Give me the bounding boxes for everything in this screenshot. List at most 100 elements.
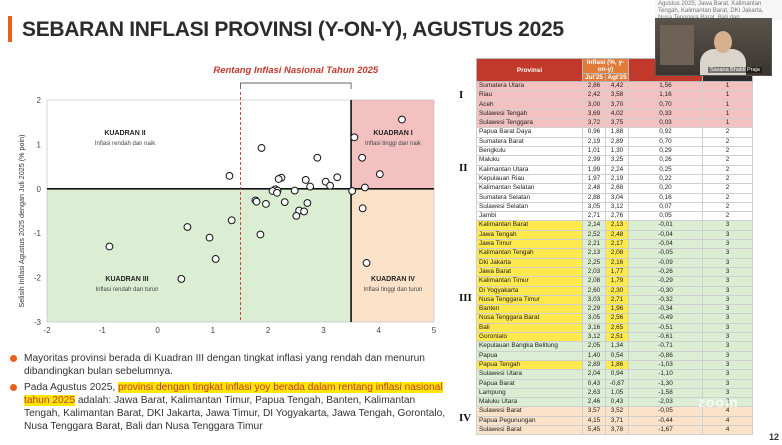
- jul-cell: 0,96: [582, 127, 606, 138]
- x-tick-label: 1: [211, 326, 216, 335]
- jul-cell: 3,12: [582, 331, 606, 343]
- table-row: Riau 2,42 3,58 1,16 1: [476, 90, 753, 101]
- kuadran-cell: 3: [702, 341, 753, 352]
- roman-numeral-iv: IV: [459, 412, 472, 424]
- kuadran-cell: 3: [702, 276, 753, 287]
- table-row: Papua Barat Daya 0,96 1,88 0,92 2: [476, 127, 753, 138]
- quadrant-desc: Inflasi tinggi dan turun: [364, 287, 423, 293]
- data-point: [280, 198, 289, 207]
- x-tick-label: 4: [376, 326, 381, 335]
- agt-cell: 3,70: [605, 99, 629, 110]
- province-cell: Sulawesi Barat: [476, 424, 583, 436]
- agt-cell: 1,79: [605, 276, 629, 287]
- data-point: [225, 172, 234, 180]
- bullet-item: Pada Agustus 2025, provinsi dengan tingk…: [8, 381, 448, 433]
- province-cell: Bali: [476, 322, 583, 334]
- jul-cell: 2,05: [582, 341, 606, 352]
- table-row: Jawa Timur 2,21 2,17 -0,04 3: [476, 239, 753, 250]
- data-point: [398, 115, 406, 124]
- agt-cell: 1,34: [605, 341, 629, 352]
- province-cell: Maluku Utara: [476, 397, 583, 408]
- agt-cell: 3,75: [605, 118, 629, 129]
- y-tick-label: 0: [37, 185, 42, 194]
- jul-cell: 1,97: [582, 173, 606, 185]
- province-cell: Jawa Tengah: [476, 229, 583, 241]
- province-cell: Jawa Barat: [476, 266, 583, 278]
- inflation-table-wrap: Provinsi Inflasi (%, y-on-y) Selisih Kua…: [476, 58, 782, 436]
- data-point: [256, 230, 265, 239]
- selisih-cell: -0,32: [628, 294, 703, 306]
- province-cell: Papua Pegunungan: [476, 415, 583, 427]
- selisih-cell: -0,34: [628, 304, 703, 315]
- jul-cell: 1,01: [582, 146, 606, 157]
- data-point: [252, 197, 261, 206]
- slide-title: SEBARAN INFLASI PROVINSI (Y-ON-Y), AGUST…: [22, 18, 564, 41]
- jul-cell: 1,99: [582, 164, 606, 175]
- kuadran-cell: 2: [702, 173, 753, 185]
- table-row: Jambi 2,71 2,76 0,05 2: [476, 211, 753, 222]
- agt-cell: 1,86: [605, 359, 629, 371]
- selisih-cell: -0,30: [628, 285, 703, 296]
- agt-cell: 2,17: [605, 239, 629, 250]
- table-row: Dki Jakarta 2,25 2,16 -0,09 3: [476, 257, 753, 268]
- jul-cell: 2,89: [582, 359, 606, 371]
- kuadran-cell: 2: [702, 127, 753, 138]
- data-point: [358, 153, 367, 162]
- jul-cell: 3,00: [582, 99, 606, 110]
- agt-cell: 2,48: [605, 229, 629, 241]
- quadrant-desc: Inflasi rendah dan turun: [95, 287, 158, 293]
- range-label: Rentang Inflasi Nasional Tahun 2025: [213, 65, 379, 76]
- header-jul: Jul'25: [582, 73, 606, 82]
- video-thumbnail[interactable]: Sasana Bhakti Praja: [655, 18, 772, 76]
- data-point: [313, 153, 322, 162]
- selisih-cell: -1,30: [628, 378, 703, 389]
- agt-cell: 2,24: [605, 164, 629, 175]
- bullet-prefix: Pada Agustus 2025,: [24, 382, 119, 393]
- selisih-cell: -0,01: [628, 220, 703, 231]
- selisih-cell: 0,20: [628, 183, 703, 194]
- bullet-suffix: adalah: Jawa Barat, Kalimantan Timur, Pa…: [24, 395, 446, 432]
- selisih-cell: 0,22: [628, 173, 703, 185]
- kuadran-cell: 3: [702, 322, 753, 334]
- data-point: [262, 199, 270, 208]
- kuadran-cell: 3: [702, 350, 753, 361]
- jul-cell: 2,99: [582, 155, 606, 166]
- video-top-strip: Agustus 2025, Jawa Barat, Kalimantan Ten…: [655, 0, 782, 20]
- agt-cell: 3,71: [605, 415, 629, 427]
- agt-cell: 2,19: [605, 173, 629, 185]
- speaker-avatar: [714, 31, 732, 53]
- table-row: Sulawesi Selatan 3,05 3,12 0,07 2: [476, 201, 753, 213]
- jul-cell: 2,60: [582, 285, 606, 296]
- selisih-cell: -0,05: [628, 248, 703, 259]
- data-point: [326, 181, 334, 190]
- jul-cell: 3,72: [582, 118, 606, 129]
- table-row: Kalimantan Tengah 2,13 2,08 -0,05 3: [476, 248, 753, 259]
- province-cell: Kalimantan Barat: [476, 220, 583, 231]
- province-cell: Sulawesi Tengah: [476, 108, 583, 120]
- kuadran-cell: 3: [702, 294, 753, 306]
- table-row: Nusa Tenggara Barat 3,05 2,56 -0,49 3: [476, 313, 753, 324]
- header-inflasi: Inflasi (%, y-on-y): [582, 58, 629, 74]
- agt-cell: 2,51: [605, 331, 629, 343]
- table-row: Kepulauan Riau 1,97 2,19 0,22 2: [476, 173, 753, 185]
- data-point: [375, 170, 384, 179]
- header-agt: Agt'25: [605, 73, 629, 82]
- kuadran-cell: 3: [702, 229, 753, 241]
- data-point: [358, 204, 367, 213]
- kuadran-cell: 1: [702, 108, 753, 120]
- agt-cell: 2,89: [605, 136, 629, 148]
- jul-cell: 2,71: [582, 211, 606, 222]
- inflation-table: Provinsi Inflasi (%, y-on-y) Selisih Kua…: [476, 58, 753, 436]
- agt-cell: -0,87: [605, 378, 629, 389]
- table-row: Nusa Tenggara Timur 3,03 2,71 -0,32 3: [476, 294, 753, 306]
- selisih-cell: -1,67: [628, 424, 703, 436]
- kuadran-cell: 3: [702, 220, 753, 231]
- data-point: [350, 133, 359, 142]
- y-tick-label: 2: [37, 96, 42, 105]
- x-tick-label: 3: [321, 326, 326, 335]
- table-row: Papua Barat 0,43 -0,87 -1,30 3: [476, 378, 753, 389]
- range-bracket: [240, 82, 352, 89]
- kuadran-cell: 3: [702, 359, 753, 371]
- agt-cell: 2,76: [605, 211, 629, 222]
- province-cell: Papua Tengah: [476, 359, 583, 371]
